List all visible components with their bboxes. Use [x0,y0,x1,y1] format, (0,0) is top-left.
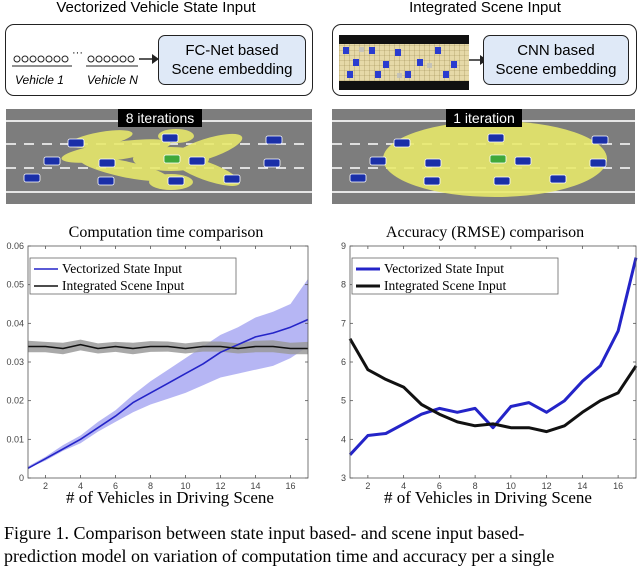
x-tick-label: 8 [148,481,153,490]
vehicle-state-vectors [12,54,159,67]
top-right-title: Integrated Scene Input [409,0,561,16]
x-tick-label: 6 [113,481,118,490]
y-tick-label: 0.04 [6,318,24,328]
vectorized-input-panel: ··· Vehicle 1 Vehicle N FC-Net based Sce… [5,24,313,96]
y-tick-label: 0.06 [6,241,24,251]
y-tick-label: 7 [341,318,346,328]
legend-label-1: Vectorized State Input [62,261,182,276]
y-tick-label: 6 [341,357,346,367]
cnn-embedding-box: CNN based Scene embedding [483,35,629,85]
y-tick-label: 4 [341,434,346,444]
chart-right-xlabel: # of Vehicles in Driving Scene [384,488,592,507]
series-2-line [28,343,308,350]
series-1-line [348,257,638,456]
legend-box [351,257,559,295]
x-tick-label: 4 [401,481,406,490]
x-tick-label: 16 [285,481,295,490]
cnn-embedding-line2: Scene embedding [495,61,617,78]
x-tick-label: 10 [506,481,516,490]
computation-time-chart: 2 4 6 8 10 12 14 16 0 0.01 0.02 0.03 0.04 0.05 0.06 Vec… [6,241,309,490]
vehicles-left [23,133,283,186]
chart-right-title: Accuracy (RMSE) comparison [385,224,585,241]
x-tick-label: 10 [180,481,190,490]
x-tick-label: 8 [473,481,478,490]
figure-caption-line1: Figure 1. Comparison between state input… [4,523,525,543]
x-tick-label: 14 [577,481,587,490]
top-left-title: Vectorized Vehicle State Input [56,0,256,16]
series-1-band [28,278,308,469]
legend-label-1: Vectorized State Input [384,261,504,276]
arrow-head [152,54,159,64]
y-tick-label: 0 [19,473,24,483]
y-tick-label: 8 [341,280,346,290]
x-tick-label: 2 [365,481,370,490]
x-tick-label: 14 [250,481,260,490]
iterations-badge-right: 1 iteration [446,109,522,127]
legend-box [29,257,237,295]
x-tick-label: 12 [542,481,552,490]
y-tick-label: 5 [341,396,346,406]
vehicle-1-label: Vehicle 1 [15,73,64,87]
fc-net-embedding-box: FC-Net based Scene embedding [158,35,306,85]
series-2-line [348,338,638,434]
figure-caption-line2: prediction model on variation of computa… [4,546,555,566]
vehicle-n-vector [87,55,135,63]
cnn-embedding-line1: CNN based [517,42,595,59]
fc-net-embedding-line2: Scene embedding [171,61,293,78]
y-tick-label: 9 [341,241,346,251]
chart-left-xlabel: # of Vehicles in Driving Scene [66,488,274,507]
x-tick-label: 4 [78,481,83,490]
ego-vehicle-left [163,154,181,164]
scene-grid-vehicles [343,47,457,78]
y-tick-label: 3 [341,473,346,483]
chart-left-title: Computation time comparison [68,224,264,241]
ego-vehicle-right [489,154,507,164]
accuracy-rmse-chart: 2 4 6 8 10 12 14 16 3 4 5 6 7 8 9 Vectorized State Inpu… [341,241,638,490]
fc-net-embedding-line1: FC-Net based [185,42,279,59]
legend-label-2: Integrated Scene Input [62,278,184,293]
x-tick-label: 6 [437,481,442,490]
integrated-input-panel: CNN based Scene embedding [332,24,637,96]
scene-grid-image [339,35,469,90]
ellipsis-text: ··· [72,47,83,59]
y-tick-label: 0.03 [6,357,24,367]
iterations-badge-left: 8 iterations [118,109,202,127]
series-1-line [27,318,309,470]
vehicle-n-label: Vehicle N [87,73,138,87]
x-tick-label: 2 [43,481,48,490]
x-tick-label: 12 [215,481,225,490]
x-tick-label: 16 [613,481,623,490]
y-tick-label: 0.01 [6,434,24,444]
vehicles-right [349,133,609,186]
vehicle-1-vector [13,55,69,63]
y-tick-label: 0.02 [6,396,24,406]
y-tick-label: 0.05 [6,280,24,290]
legend-label-2: Integrated Scene Input [384,278,506,293]
